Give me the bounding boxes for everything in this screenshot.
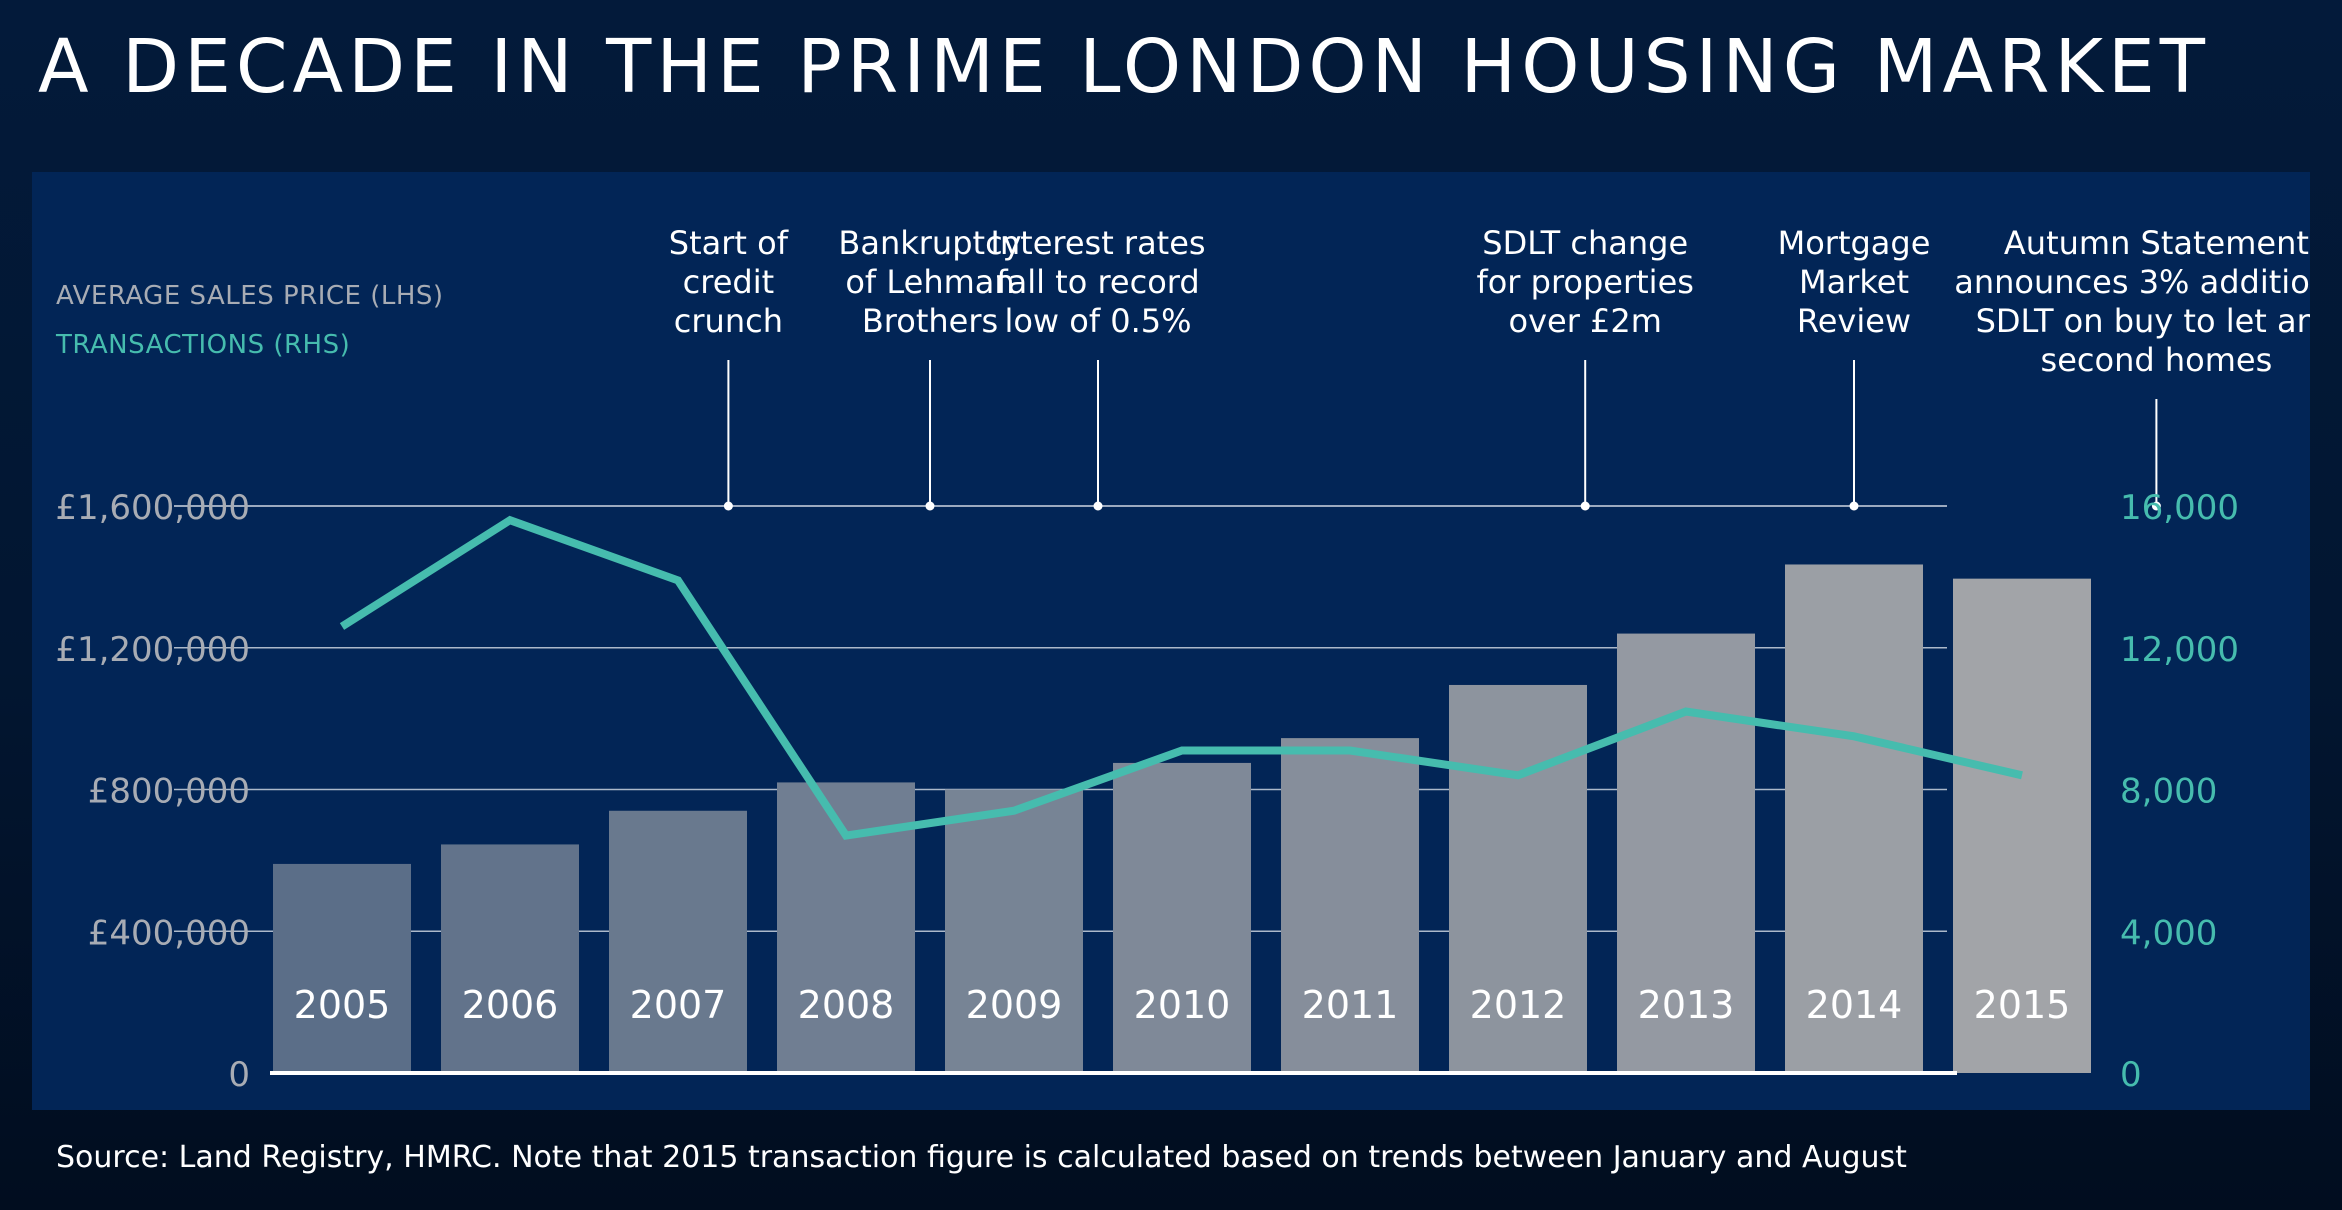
left-tick-label: £400,000: [88, 913, 250, 953]
annotation-label: SDLT change for properties over £2m: [1476, 224, 1693, 340]
category-label: 2011: [1302, 983, 1399, 1027]
chart-panel: AVERAGE SALES PRICE (LHS) TRANSACTIONS (…: [32, 172, 2310, 1110]
chart-title: A DECADE IN THE PRIME LONDON HOUSING MAR…: [38, 24, 2210, 110]
annotation-marker: [925, 501, 935, 511]
left-tick-label: 0: [228, 1055, 250, 1095]
legend-price: AVERAGE SALES PRICE (LHS): [56, 281, 444, 311]
bar-2015: [1953, 578, 2091, 1073]
legend-transactions: TRANSACTIONS (RHS): [55, 330, 350, 360]
annotation-marker: [2151, 501, 2161, 511]
left-tick-label: £1,200,000: [55, 630, 250, 670]
left-tick-label: £1,600,000: [55, 488, 250, 528]
chart-svg: AVERAGE SALES PRICE (LHS) TRANSACTIONS (…: [55, 224, 2310, 1095]
annotation-marker: [723, 501, 733, 511]
category-label: 2008: [798, 983, 895, 1027]
annotation-marker: [1849, 501, 1859, 511]
annotation-marker: [1093, 501, 1103, 511]
category-label: 2012: [1470, 983, 1567, 1027]
bar-2006: [441, 844, 579, 1073]
annotation-label: Interest rates fall to record low of 0.5%: [990, 224, 1205, 340]
annotation-label: Mortgage Market Review: [1778, 224, 1931, 340]
bar-2007: [609, 810, 747, 1073]
bar-2010: [1113, 762, 1251, 1073]
category-label: 2010: [1134, 983, 1231, 1027]
category-label: 2009: [966, 983, 1063, 1027]
category-label: 2013: [1638, 983, 1735, 1027]
bar-2011: [1281, 738, 1419, 1073]
bar-2012: [1449, 684, 1587, 1073]
bar-2014: [1785, 564, 1923, 1073]
category-label: 2007: [630, 983, 727, 1027]
annotation-label: Start of credit crunch: [669, 224, 789, 340]
bar-2005: [273, 863, 411, 1073]
right-tick-label: 8,000: [2120, 772, 2217, 812]
bar-2013: [1617, 633, 1755, 1073]
right-tick-label: 16,000: [2120, 488, 2239, 528]
source-note: Source: Land Registry, HMRC. Note that 2…: [56, 1140, 1907, 1175]
category-label: 2005: [294, 983, 391, 1027]
annotation-marker: [1580, 501, 1590, 511]
transactions-line: [339, 515, 2023, 840]
bar-2009: [945, 789, 1083, 1073]
annotation-label: Bankruptcy of Lehman Brothers: [838, 224, 1021, 340]
left-tick-label: £800,000: [88, 772, 250, 812]
category-label: 2014: [1806, 983, 1903, 1027]
right-tick-label: 0: [2120, 1055, 2142, 1095]
right-tick-label: 12,000: [2120, 630, 2239, 670]
right-tick-label: 4,000: [2120, 913, 2217, 953]
category-label: 2006: [462, 983, 559, 1027]
category-label: 2015: [1974, 983, 2071, 1027]
